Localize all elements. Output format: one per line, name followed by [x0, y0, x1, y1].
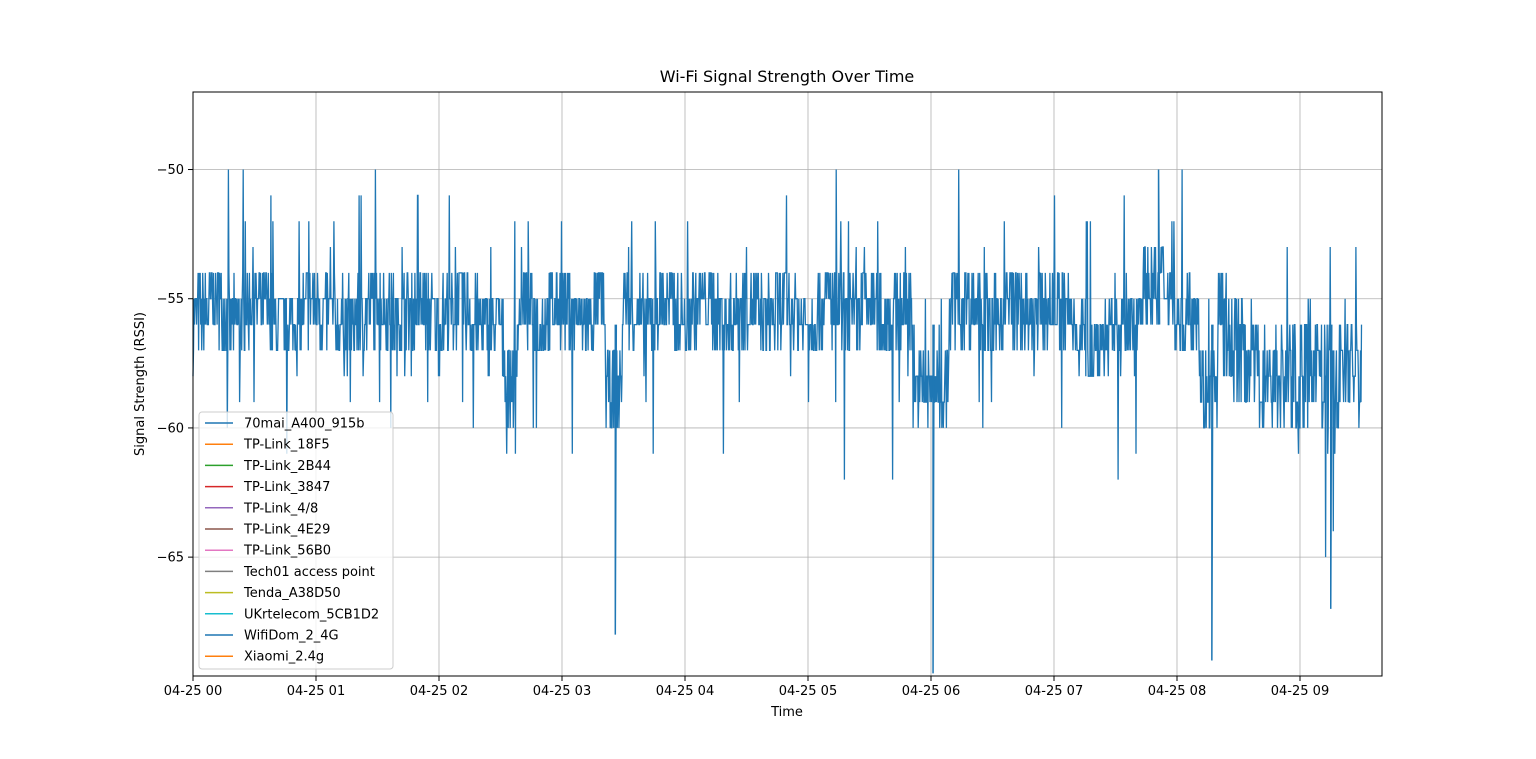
- x-tick-label: 04-25 02: [410, 684, 468, 699]
- series-spike: [1211, 324, 1214, 661]
- legend-label: 70mai_A400_915b: [244, 417, 365, 432]
- x-tick-label: 04-25 01: [287, 684, 345, 699]
- series-line-70mai: [192, 169, 1363, 558]
- legend-label: TP-Link_3847: [243, 480, 330, 495]
- series-spike: [1330, 324, 1333, 609]
- legend-box: [198, 411, 394, 670]
- x-axis: 04-25 00 04-25 01 04-25 02 04-25 03 04-25 04…: [164, 676, 1329, 699]
- legend-label: TP-Link_4/8: [243, 501, 318, 516]
- plot-frame: [192, 91, 1383, 677]
- legend-label: Tech01 access point: [243, 565, 375, 580]
- series-spike: [1157, 169, 1161, 325]
- x-axis-label: Time: [770, 705, 803, 720]
- x-tick-label: 04-25 08: [1148, 684, 1206, 699]
- x-tick-label: 04-25 06: [902, 684, 960, 699]
- x-tick-label: 04-25 09: [1271, 684, 1329, 699]
- y-tick-label: −60: [157, 421, 184, 436]
- x-tick-label: 04-25 00: [164, 684, 222, 699]
- x-tick-label: 04-25 04: [656, 684, 714, 699]
- y-tick-label: −50: [157, 163, 184, 178]
- legend-label: Xiaomi_2.4g: [244, 650, 324, 665]
- legend-label: TP-Link_2B44: [243, 459, 331, 474]
- x-tick-label: 04-25 05: [779, 684, 837, 699]
- x-tick-label: 04-25 03: [533, 684, 591, 699]
- series-spike: [614, 324, 618, 635]
- legend-label: TP-Link_18F5: [243, 438, 330, 453]
- legend: 70mai_A400_915b TP-Link_18F5 TP-Link_2B44 T…: [198, 411, 394, 670]
- legend-label: TP-Link_56B0: [243, 544, 331, 559]
- chart-title: Wi-Fi Signal Strength Over Time: [660, 67, 915, 86]
- legend-label: Tenda_A38D50: [243, 586, 341, 601]
- y-axis: −50 −55 −60 −65: [157, 163, 193, 566]
- legend-label: TP-Link_4E29: [243, 523, 330, 538]
- y-tick-label: −65: [157, 551, 184, 566]
- legend-label: WifiDom_2_4G: [244, 629, 339, 644]
- y-tick-label: −55: [157, 292, 184, 307]
- y-axis-label: Signal Strength (RSSI): [133, 312, 148, 456]
- x-tick-label: 04-25 07: [1025, 684, 1083, 699]
- series-spike: [932, 324, 935, 674]
- legend-label: UKrtelecom_5CB1D2: [244, 607, 379, 622]
